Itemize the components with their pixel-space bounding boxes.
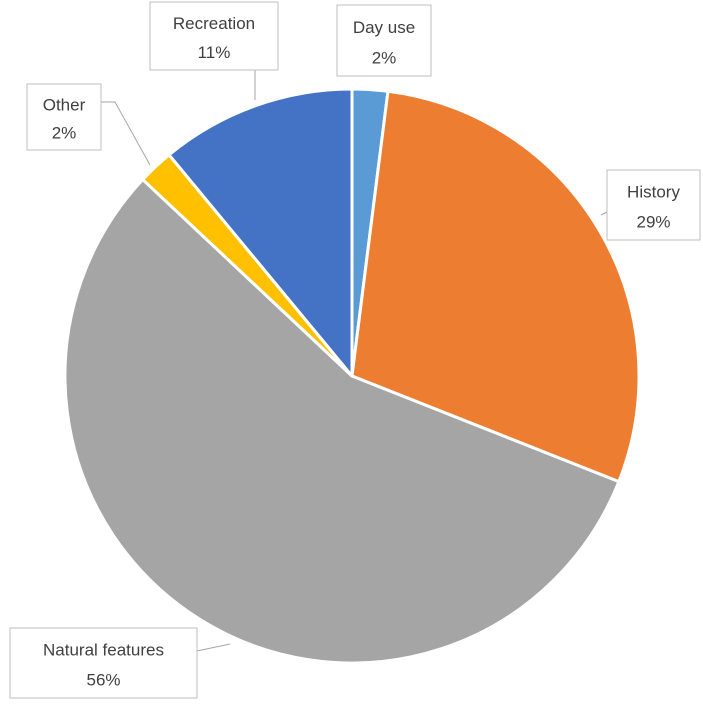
category-label: History (627, 183, 680, 202)
category-label: Other (43, 95, 86, 114)
label-box (336, 4, 432, 77)
pie-slice (167, 87, 354, 378)
value-label: 56% (86, 671, 120, 690)
pie-slice (63, 178, 621, 665)
leader-line (101, 101, 151, 166)
leader-line (600, 211, 608, 216)
category-label: Recreation (173, 14, 255, 33)
pie-slice (350, 89, 641, 484)
leader-line (196, 643, 231, 652)
category-label: Day use (353, 18, 415, 37)
label-box (149, 1, 279, 71)
value-label: 29% (636, 213, 670, 232)
value-label: 11% (198, 43, 231, 62)
label-box (26, 83, 102, 151)
value-label: 2% (372, 48, 397, 67)
value-label: 2% (52, 124, 77, 143)
label-box (9, 627, 198, 699)
category-label: Natural features (43, 641, 164, 660)
label-box (606, 169, 701, 241)
